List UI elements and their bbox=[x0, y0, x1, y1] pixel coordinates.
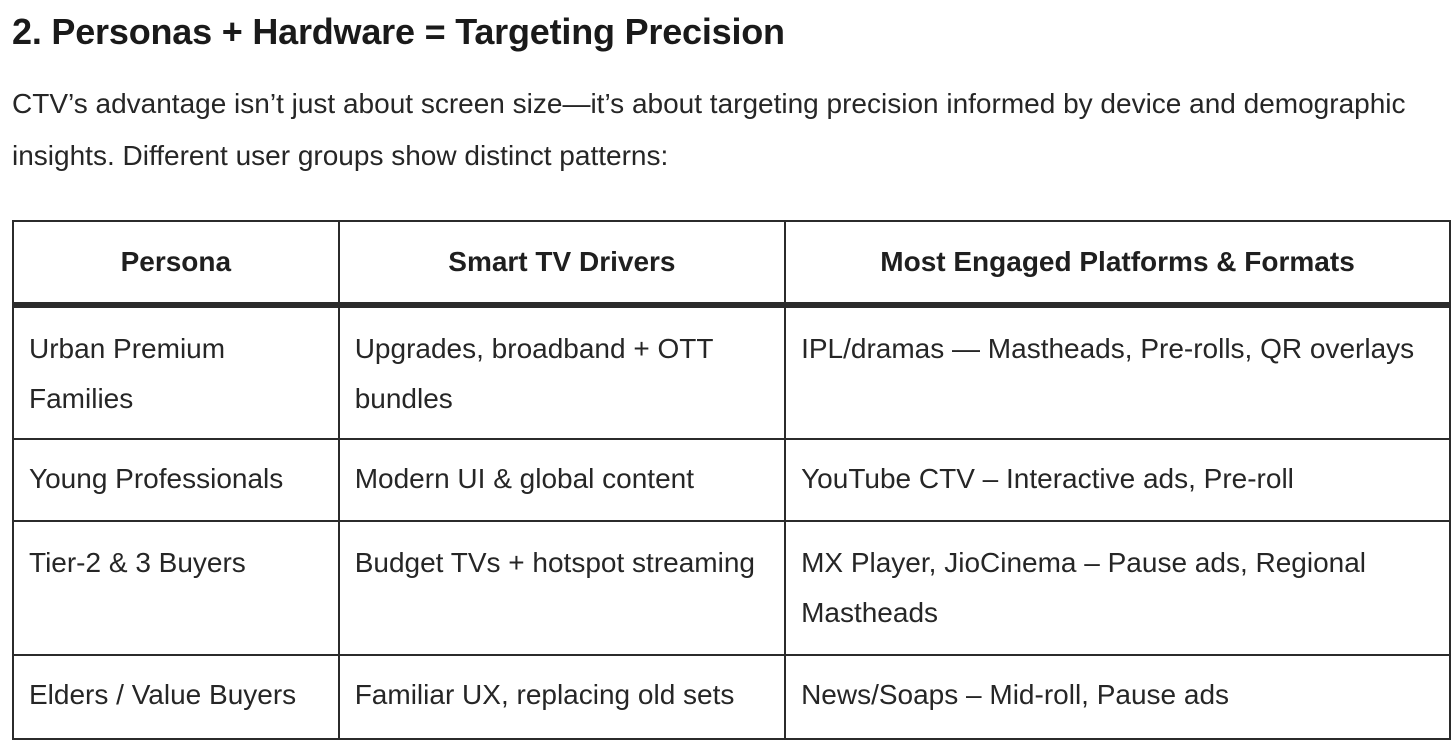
cell-platforms: News/Soaps – Mid-roll, Pause ads bbox=[784, 654, 1451, 740]
table-body: Urban Premium Families Upgrades, broadba… bbox=[12, 304, 1451, 740]
header-smart-tv-drivers: Smart TV Drivers bbox=[337, 220, 787, 308]
cell-drivers: Familiar UX, replacing old sets bbox=[337, 654, 787, 740]
table-header-row: Persona Smart TV Drivers Most Engaged Pl… bbox=[12, 220, 1451, 308]
table-row: Elders / Value Buyers Familiar UX, repla… bbox=[12, 654, 1451, 740]
cell-platforms: IPL/dramas — Mastheads, Pre-rolls, QR ov… bbox=[784, 304, 1451, 440]
table-row: Young Professionals Modern UI & global c… bbox=[12, 438, 1451, 522]
intro-paragraph: CTV’s advantage isn’t just about screen … bbox=[12, 88, 1406, 171]
cell-drivers: Budget TVs + hotspot streaming bbox=[337, 520, 787, 656]
cell-drivers: Upgrades, broadband + OTT bundles bbox=[337, 304, 787, 440]
persona-table: Persona Smart TV Drivers Most Engaged Pl… bbox=[12, 220, 1451, 740]
header-persona: Persona bbox=[12, 220, 340, 308]
header-platforms-formats: Most Engaged Platforms & Formats bbox=[784, 220, 1451, 308]
cell-persona: Elders / Value Buyers bbox=[12, 654, 340, 740]
cell-persona: Tier-2 & 3 Buyers bbox=[12, 520, 340, 656]
table-header: Persona Smart TV Drivers Most Engaged Pl… bbox=[12, 220, 1451, 308]
cell-persona: Young Professionals bbox=[12, 438, 340, 522]
cell-platforms: YouTube CTV – Interactive ads, Pre-roll bbox=[784, 438, 1451, 522]
table-row: Tier-2 & 3 Buyers Budget TVs + hotspot s… bbox=[12, 520, 1451, 656]
section-heading: 2. Personas + Hardware = Targeting Preci… bbox=[12, 11, 785, 52]
cell-drivers: Modern UI & global content bbox=[337, 438, 787, 522]
cell-platforms: MX Player, JioCinema – Pause ads, Region… bbox=[784, 520, 1451, 656]
table-row: Urban Premium Families Upgrades, broadba… bbox=[12, 304, 1451, 440]
cell-persona: Urban Premium Families bbox=[12, 304, 340, 440]
